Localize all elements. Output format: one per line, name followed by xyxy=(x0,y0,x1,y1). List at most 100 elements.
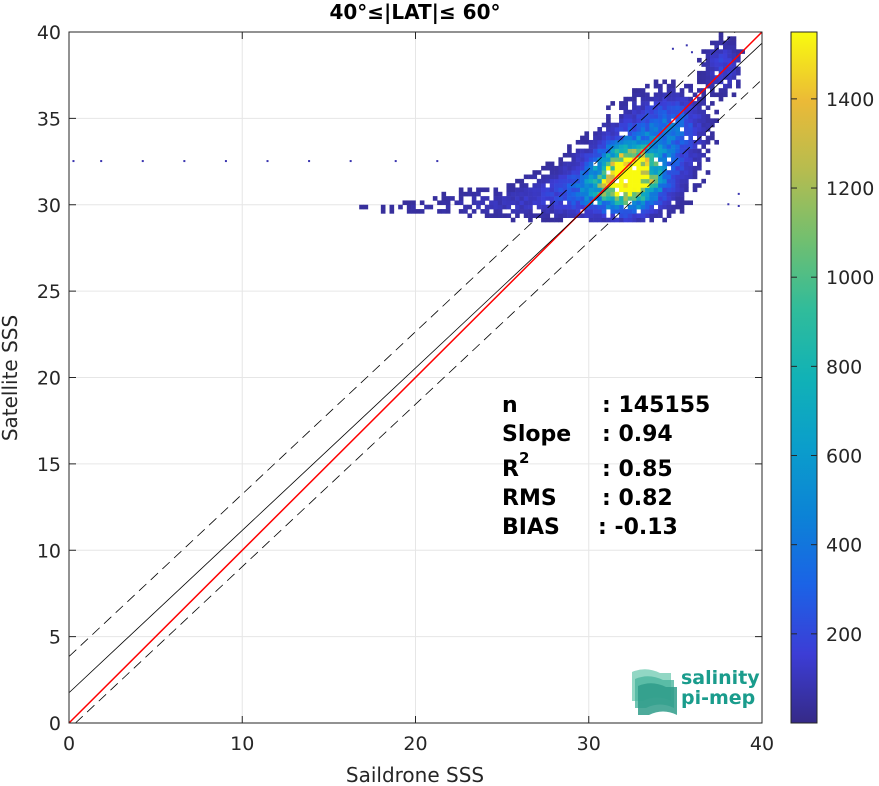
heatmap-cell xyxy=(528,204,533,210)
heatmap-cell xyxy=(554,200,559,206)
heatmap-cell xyxy=(632,114,637,119)
heatmap-cell xyxy=(627,209,633,214)
heatmap-cell xyxy=(575,157,581,162)
heatmap-cell xyxy=(675,183,681,188)
heatmap-cell xyxy=(649,213,655,219)
heatmap-cell xyxy=(675,174,681,180)
heatmap-cell xyxy=(645,118,650,123)
heatmap-cell xyxy=(593,139,598,145)
heatmap-cell xyxy=(697,183,702,188)
heatmap-cell xyxy=(688,165,693,171)
heatmap-cell xyxy=(584,131,590,136)
heatmap-cell xyxy=(627,183,633,188)
heatmap-cell xyxy=(632,196,637,201)
heatmap-cell xyxy=(701,131,706,136)
heatmap-cell xyxy=(714,139,719,145)
heatmap-cell xyxy=(614,127,620,132)
heatmap-cell xyxy=(636,174,642,180)
heatmap-cell xyxy=(632,131,637,136)
heatmap-cell xyxy=(606,105,611,111)
heatmap-cell xyxy=(671,204,676,210)
heatmap-cell xyxy=(684,187,689,193)
heatmap-cell xyxy=(662,96,668,102)
heatmap-cell xyxy=(523,191,529,197)
heatmap-cell xyxy=(584,165,590,171)
heatmap-cell xyxy=(567,165,572,171)
heatmap-cell xyxy=(627,196,633,201)
heatmap-cell xyxy=(658,114,663,119)
heatmap-cell xyxy=(718,36,724,41)
heatmap-cell xyxy=(515,209,520,214)
heatmap-cell xyxy=(662,157,668,162)
heatmap-cell xyxy=(692,170,698,175)
heatmap-cell xyxy=(532,174,538,180)
heatmap-cell xyxy=(671,170,676,175)
heatmap-cell xyxy=(671,196,676,201)
heatmap-cell xyxy=(636,114,642,119)
heatmap-cell xyxy=(701,178,706,184)
heatmap-cell xyxy=(588,191,594,197)
heatmap-cell xyxy=(489,200,494,206)
heatmap-cell xyxy=(436,160,439,163)
heatmap-cell xyxy=(484,187,490,193)
heatmap-cell xyxy=(666,114,672,119)
heatmap-cell xyxy=(658,92,663,98)
heatmap-cell xyxy=(736,66,741,72)
heatmap-cell xyxy=(675,139,681,145)
heatmap-cell xyxy=(666,196,672,201)
heatmap-cell xyxy=(671,92,676,98)
heatmap-cell xyxy=(653,174,659,180)
heatmap-cell xyxy=(619,139,624,145)
heatmap-cell xyxy=(549,161,555,167)
heatmap-cell xyxy=(666,135,672,141)
heatmap-cell xyxy=(675,144,681,149)
heatmap-cell xyxy=(183,160,186,163)
heatmap-cell xyxy=(632,187,637,193)
heatmap-cell xyxy=(697,88,702,93)
heatmap-cell xyxy=(671,101,676,106)
heatmap-cell xyxy=(411,209,416,214)
heatmap-cell xyxy=(705,135,711,141)
stat-rms-value: : 0.82 xyxy=(602,486,673,511)
heatmap-cell xyxy=(649,178,655,184)
heatmap-cell xyxy=(480,187,486,193)
heatmap-cell xyxy=(614,183,620,188)
heatmap-cell xyxy=(645,170,650,175)
heatmap-cell xyxy=(718,49,724,54)
heatmap-cell xyxy=(627,144,633,149)
heatmap-cell xyxy=(593,204,598,210)
heatmap-cell xyxy=(541,204,546,210)
y-tick-label: 25 xyxy=(37,281,61,303)
heatmap-cell xyxy=(640,204,646,210)
heatmap-cell xyxy=(308,160,311,163)
heatmap-cell xyxy=(606,161,611,167)
heatmap-cell xyxy=(562,209,568,214)
heatmap-cell xyxy=(671,83,676,89)
heatmap-cell xyxy=(690,51,693,54)
heatmap-cell xyxy=(72,160,75,163)
heatmap-cell xyxy=(705,118,711,123)
heatmap-cell xyxy=(480,196,486,201)
colorbar-gradient xyxy=(790,31,818,724)
heatmap-cell xyxy=(671,178,676,184)
heatmap-cell xyxy=(710,75,715,80)
heatmap-cell xyxy=(710,49,715,54)
heatmap-cell xyxy=(636,105,642,111)
heatmap-cell xyxy=(532,183,538,188)
heatmap-cell xyxy=(580,170,585,175)
y-axis-label: Satellite SSS xyxy=(0,315,22,441)
heatmap-cell xyxy=(623,183,629,188)
heatmap-cell xyxy=(450,196,455,201)
heatmap-cell xyxy=(632,144,637,149)
heatmap-cell xyxy=(710,62,715,67)
heatmap-cell xyxy=(549,217,555,223)
heatmap-cell xyxy=(497,191,503,197)
heatmap-cell xyxy=(662,79,668,85)
heatmap-cell xyxy=(701,144,706,149)
heatmap-cell xyxy=(671,148,676,154)
heatmap-cell xyxy=(619,217,624,223)
heatmap-cell xyxy=(606,118,611,123)
heatmap-cell xyxy=(710,122,715,128)
heatmap-cell xyxy=(575,148,581,154)
heatmap-cell xyxy=(614,152,620,158)
